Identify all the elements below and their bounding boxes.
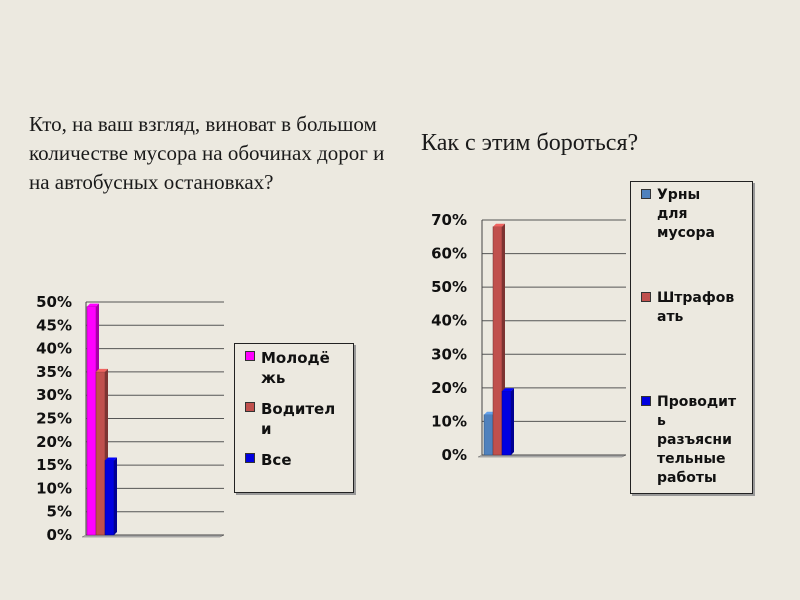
legend-label-line: Водител xyxy=(261,400,336,418)
legend-label-line: Молодё xyxy=(261,349,330,367)
bar-top xyxy=(96,368,108,372)
legend-label-line: жь xyxy=(261,369,286,387)
y-tick-label: 20% xyxy=(431,379,467,397)
legend-label-line: Проводит xyxy=(657,394,737,410)
legend-label-line: работы xyxy=(657,470,717,486)
y-tick-label: 20% xyxy=(36,433,72,451)
question-left: Кто, на ваш взгляд, виноват в большом ко… xyxy=(29,112,385,194)
y-tick-label: 5% xyxy=(47,503,72,521)
y-tick-label: 30% xyxy=(36,386,72,404)
legend-swatch xyxy=(245,402,255,412)
bar-top xyxy=(502,388,514,392)
legend-label-line: тельные xyxy=(657,451,726,467)
legend-label-line: и xyxy=(261,420,272,438)
question-right: Как с этим бороться? xyxy=(421,130,639,156)
bar xyxy=(501,390,512,456)
legend-label-line: ь xyxy=(657,413,666,429)
y-tick-label: 0% xyxy=(442,446,467,464)
legend-chart-2: Урны для мусора Штрафов ать Проводит ь разъясн… xyxy=(630,181,753,494)
bar-side xyxy=(511,388,514,455)
legend-label: Все xyxy=(261,450,292,470)
bar-side xyxy=(114,457,117,535)
bar xyxy=(492,226,503,456)
y-tick-label: 15% xyxy=(36,456,72,474)
legend-label: Водител и xyxy=(261,399,335,439)
y-tick-label: 0% xyxy=(47,526,72,544)
y-tick-label: 25% xyxy=(36,410,72,428)
legend-label-line: Штрафов xyxy=(657,290,735,306)
y-tick-label: 10% xyxy=(431,412,467,430)
legend-swatch xyxy=(641,189,651,199)
legend-label-line: Урны для xyxy=(657,187,701,222)
legend-label-line: мусора xyxy=(657,225,715,241)
legend-swatch xyxy=(245,351,255,361)
y-tick-label: 60% xyxy=(431,245,467,263)
y-tick-label: 40% xyxy=(431,312,467,330)
legend-label: Молодё жь xyxy=(261,348,330,388)
legend-label: Штрафов ать xyxy=(657,289,734,327)
y-tick-label: 45% xyxy=(36,316,72,334)
y-tick-label: 40% xyxy=(36,340,72,358)
legend-label-line: ать xyxy=(657,309,684,325)
y-tick-label: 35% xyxy=(36,363,72,381)
legend-label: Урны для мусора xyxy=(657,186,715,243)
bar xyxy=(86,306,97,536)
legend-label-line: Все xyxy=(261,451,292,469)
legend-swatch xyxy=(641,396,651,406)
bar-top xyxy=(87,303,99,307)
y-tick-label: 50% xyxy=(36,293,72,311)
bar xyxy=(95,371,106,536)
y-tick-label: 30% xyxy=(431,345,467,363)
legend-label: Проводит ь разъясни тельные работы xyxy=(657,393,736,488)
bar xyxy=(104,460,115,536)
y-tick-label: 10% xyxy=(36,479,72,497)
bar xyxy=(483,414,494,456)
bar-top xyxy=(493,223,505,227)
legend-label-line: разъясни xyxy=(657,432,732,448)
legend-chart-1: Молодё жь Водител и Все xyxy=(234,343,354,493)
y-tick-label: 50% xyxy=(431,278,467,296)
legend-swatch xyxy=(245,453,255,463)
bar-top xyxy=(105,457,117,461)
legend-swatch xyxy=(641,292,651,302)
y-tick-label: 70% xyxy=(431,211,467,229)
